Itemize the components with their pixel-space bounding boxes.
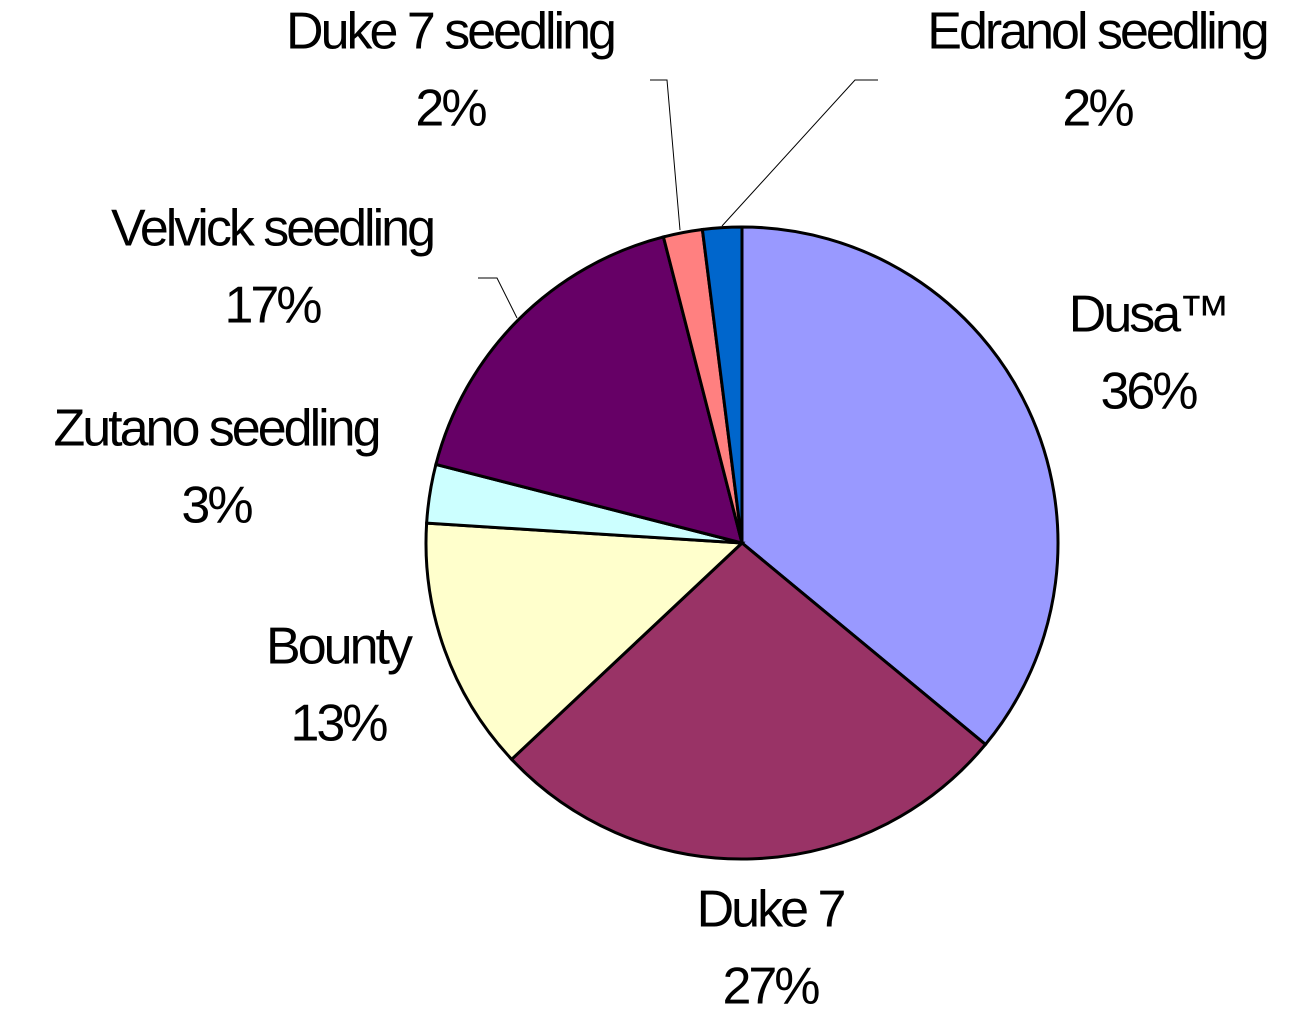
pie-slice	[700, 225, 744, 544]
slice-label: Bounty	[266, 618, 413, 676]
slice-label: Edranol seedling	[927, 3, 1266, 61]
pie-slice	[424, 521, 746, 762]
slice-value-label: 27%	[722, 958, 819, 1014]
leader-line	[650, 79, 681, 231]
slice-label: Velvick seedling	[111, 200, 433, 258]
slice-value-label: 13%	[290, 695, 387, 753]
slice-value-label: 17%	[224, 277, 321, 335]
leader-line	[721, 79, 878, 227]
pie-slice	[509, 541, 988, 861]
slice-label: Dusa™	[1069, 286, 1227, 344]
pie-slice	[434, 235, 745, 546]
leader-line	[478, 277, 518, 319]
pie-slice	[740, 225, 1060, 747]
slice-value-label: 2%	[1062, 80, 1133, 138]
slice-value-label: 2%	[415, 80, 486, 138]
slice-label: Zutano seedling	[53, 400, 378, 458]
slice-value-label: 36%	[1100, 363, 1197, 421]
slice-value-label: 3%	[181, 477, 252, 535]
slice-label: Duke 7 seedling	[286, 3, 614, 61]
slice-label: Duke 7	[697, 881, 845, 939]
